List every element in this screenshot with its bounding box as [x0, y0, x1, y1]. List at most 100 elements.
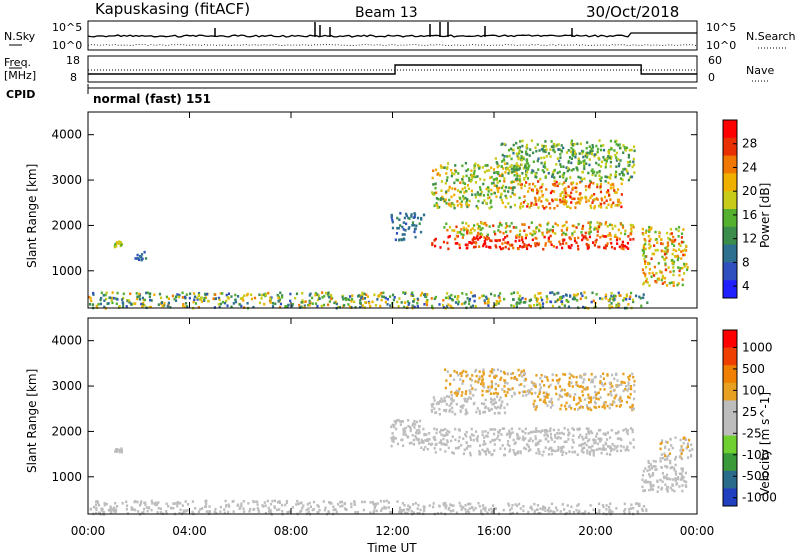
scatter-cell — [468, 297, 472, 301]
scatter-cell — [309, 505, 313, 509]
scatter-cell — [621, 240, 624, 244]
scatter-cell — [587, 199, 590, 202]
scatter-cell — [321, 296, 324, 299]
scatter-cell — [274, 302, 277, 306]
scatter-cell — [226, 295, 229, 299]
scatter-cell — [463, 228, 466, 232]
scatter-cell — [456, 189, 460, 192]
scatter-cell — [387, 501, 390, 504]
scatter-cell — [402, 430, 405, 434]
scatter-cell — [518, 174, 521, 178]
scatter-cell — [656, 248, 659, 252]
scatter-cell — [595, 448, 598, 451]
scatter-cell — [252, 305, 255, 309]
scatter-cell — [539, 386, 542, 390]
scatter-cell — [591, 378, 594, 382]
scatter-cell — [445, 395, 449, 398]
scatter-cell — [632, 237, 635, 241]
scatter-cell — [675, 477, 678, 481]
scatter-cell — [685, 446, 688, 450]
scatter-cell — [607, 175, 610, 179]
scatter-cell — [603, 158, 606, 162]
scatter-cell — [322, 303, 326, 307]
scatter-cell — [217, 296, 221, 300]
scatter-cell — [540, 148, 544, 151]
scatter-cell — [621, 224, 624, 227]
scatter-cell — [302, 504, 305, 508]
scatter-cell — [669, 459, 672, 463]
scatter-cell — [418, 419, 422, 423]
scatter-cell — [595, 238, 598, 242]
scatter-cell — [644, 265, 648, 269]
scatter-cell — [203, 292, 207, 296]
scatter-cell — [596, 183, 599, 186]
scatter-cell — [672, 244, 676, 247]
scatter-cell — [567, 405, 571, 408]
scatter-cell — [558, 432, 561, 435]
colorbar-tick-label: 100 — [742, 383, 765, 397]
scatter-cell — [227, 510, 230, 514]
scatter-cell — [232, 510, 235, 513]
scatter-cell — [414, 435, 417, 438]
scatter-cell — [586, 141, 589, 144]
scatter-cell — [570, 157, 574, 161]
scatter-cell — [667, 454, 670, 457]
scatter-cell — [363, 296, 367, 300]
scatter-cell — [560, 404, 563, 407]
scatter-cell — [142, 507, 146, 511]
scatter-cell — [188, 296, 191, 300]
scatter-cell — [649, 463, 652, 466]
scatter-cell — [559, 163, 562, 166]
scatter-cell — [559, 446, 563, 450]
scatter-cell — [586, 151, 589, 155]
scatter-cell — [494, 244, 497, 247]
scatter-cell — [495, 245, 498, 249]
scatter-cell — [591, 444, 594, 448]
scatter-cell — [547, 239, 550, 243]
scatter-cell — [571, 297, 575, 301]
scatter-cell — [459, 504, 462, 508]
scatter-cell — [544, 431, 547, 434]
scatter-cell — [559, 510, 562, 513]
scatter-cell — [393, 420, 396, 423]
scatter-cell — [508, 243, 511, 247]
scatter-cell — [451, 410, 454, 414]
scatter-cell — [644, 242, 647, 246]
scatter-cell — [507, 504, 511, 507]
scatter-cell — [601, 297, 604, 301]
scatter-cell — [589, 230, 592, 234]
scatter-cell — [406, 511, 409, 515]
scatter-cell — [588, 232, 591, 235]
scatter-cell — [404, 229, 407, 232]
scatter-cell — [513, 173, 516, 177]
scatter-cell — [414, 423, 417, 426]
scatter-cell — [401, 233, 404, 236]
scatter-cell — [268, 299, 272, 303]
scatter-cell — [557, 435, 560, 439]
scatter-cell — [684, 438, 688, 442]
scatter-cell — [590, 151, 593, 154]
scatter-cell — [542, 247, 545, 251]
scatter-cell — [534, 244, 537, 248]
scatter-cell — [547, 447, 551, 451]
scatter-cell — [521, 438, 524, 441]
scatter-cell — [521, 240, 525, 244]
scatter-cell — [450, 195, 453, 199]
scatter-cell — [595, 511, 598, 515]
scatter-cell — [531, 238, 534, 242]
scatter-cell — [474, 195, 478, 199]
scatter-cell — [581, 385, 584, 389]
scatter-cell — [683, 265, 686, 268]
scatter-cell — [607, 191, 610, 194]
scatter-cell — [576, 168, 579, 172]
scatter-cell — [518, 294, 521, 298]
scatter-cell — [596, 442, 600, 446]
scatter-cell — [532, 402, 535, 406]
scatter-cell — [618, 405, 622, 408]
scatter-cell — [600, 382, 604, 386]
scatter-cell — [521, 245, 524, 249]
scatter-cell — [465, 430, 468, 434]
scatter-cell — [223, 301, 227, 305]
scatter-cell — [485, 295, 488, 299]
scatter-cell — [312, 508, 315, 511]
